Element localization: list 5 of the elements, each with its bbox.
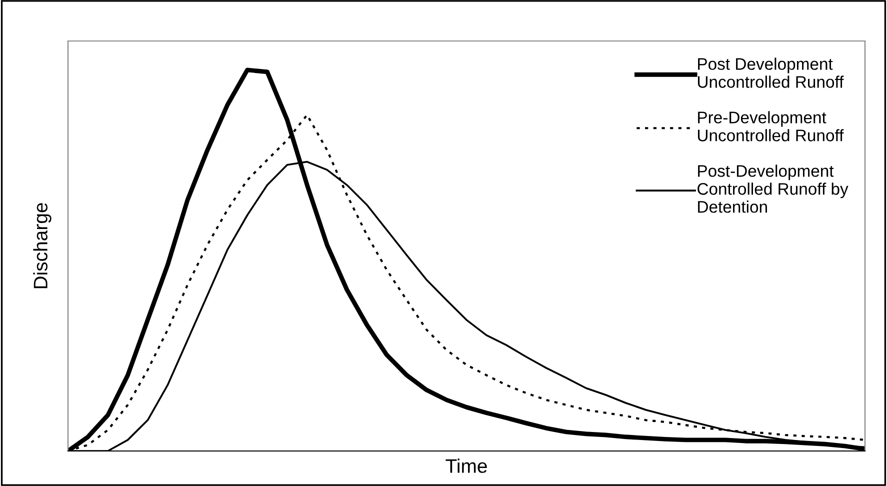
x-axis-title: Time <box>446 458 487 473</box>
y-axis-title: Discharge <box>33 203 52 288</box>
legend-label: Post Development Uncontrolled Runoff <box>698 58 844 88</box>
legend-label: Post-Development Controlled Runoff by Detention <box>698 164 848 213</box>
legend-label: Pre-Development Uncontrolled Runoff <box>698 111 844 142</box>
